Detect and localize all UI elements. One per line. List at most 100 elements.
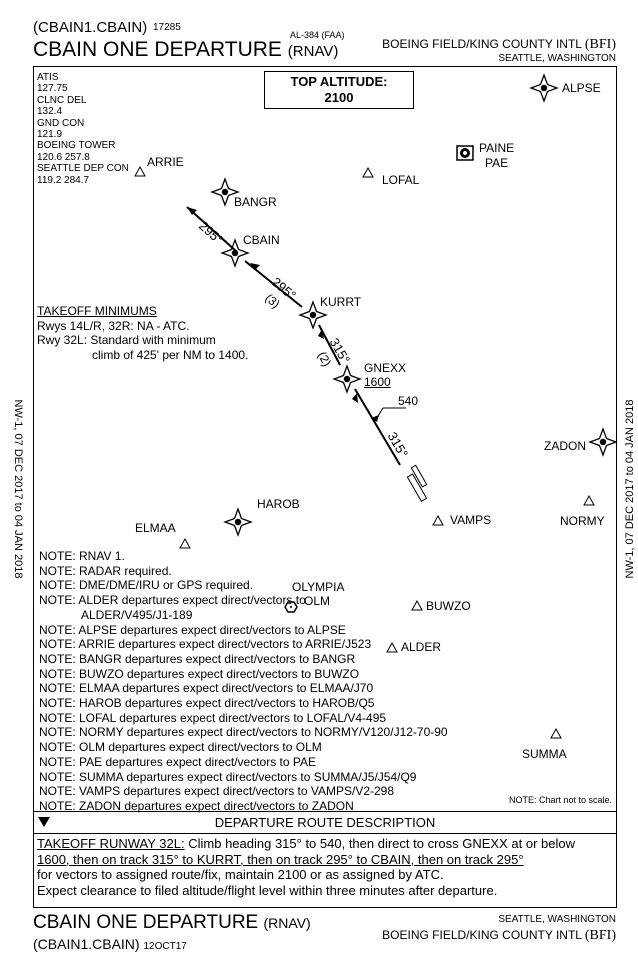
runway-label: TAKEOFF RUNWAY 32L:	[37, 836, 185, 851]
airport-name: BOEING FIELD/KING COUNTY INTL (BFI)	[382, 37, 616, 53]
fix-label-kurrt: KURRT	[320, 295, 362, 309]
note-line: NOTE: HAROB departures expect direct/vec…	[39, 696, 375, 711]
paine-name: PAINE	[479, 141, 515, 155]
fix-label-cbain: CBAIN	[243, 233, 280, 247]
freq-line: 120.6 257.8	[37, 151, 90, 163]
description-line: for vectors to assigned route/fix, maint…	[37, 867, 444, 882]
paine-vortac-icon	[456, 145, 474, 161]
elmaa-triangle-icon	[179, 538, 191, 549]
footer-code: (CBAIN1.CBAIN) 12OCT17	[33, 936, 187, 952]
fix-label-vamps: VAMPS	[450, 513, 492, 527]
route-description: DEPARTURE ROUTE DESCRIPTION TAKEOFF RUNW…	[33, 811, 617, 908]
fix-label-gnexx: GNEXX 1600	[364, 361, 406, 389]
paine-id: PAE	[485, 156, 509, 170]
leg-arrow-2	[250, 263, 260, 270]
runway-32l	[406, 464, 428, 502]
footer-code-text: (CBAIN1.CBAIN)	[33, 936, 140, 952]
fix-label-alder: ALDER	[401, 640, 442, 654]
altitude-540-marker	[371, 407, 406, 422]
description-text: Climb heading 315° to 540, then direct t…	[188, 836, 575, 851]
note-line: NOTE: RNAV 1.	[39, 549, 125, 563]
frequency-list: ATIS 127.75 CLNC DEL 132.4 GND CON 121.9…	[37, 72, 129, 186]
freq-line: GND CON	[37, 117, 85, 129]
note-line: NOTE: VAMPS departures expect direct/vec…	[39, 784, 395, 799]
airport-code: (BFI)	[584, 37, 616, 52]
fix-label-olympia: OLYMPIA OLM	[292, 580, 344, 608]
takeoff-minimums-title: TAKEOFF MINIMUMS	[37, 304, 157, 318]
note-line: ALDER/V495/J1-189	[81, 607, 193, 622]
title-text: CBAIN ONE DEPARTURE	[33, 38, 282, 61]
freq-line: BOEING TOWER	[37, 140, 116, 152]
footer-airport-code: (BFI)	[584, 928, 616, 943]
description-line: TAKEOFF RUNWAY 32L: Climb heading 315° t…	[37, 836, 575, 852]
note-line: NOTE: ARRIE departures expect direct/vec…	[39, 637, 372, 652]
gnexx-name: GNEXX	[364, 361, 407, 375]
note-line: NOTE: OLM departures expect direct/vecto…	[39, 740, 322, 755]
airport-city: SEATTLE, WASHINGTON	[498, 53, 616, 64]
footer-title-rnav: (RNAV)	[263, 915, 311, 931]
note-line: NOTE: PAE departures expect direct/vecto…	[39, 754, 317, 769]
fix-label-arrie: ARRIE	[147, 155, 184, 169]
arrie-triangle-icon	[134, 166, 146, 177]
note-line: NOTE: DME/DME/IRU or GPS required.	[39, 578, 254, 593]
vamps-triangle-icon	[432, 515, 444, 526]
route-leg-4	[354, 388, 401, 466]
note-line: NOTE: NORMY departures expect direct/vec…	[39, 725, 448, 740]
fix-label-buwzo: BUWZO	[426, 599, 471, 613]
airport-text: BOEING FIELD/KING COUNTY INTL	[382, 37, 582, 51]
footer-airport-text: BOEING FIELD/KING COUNTY INTL	[382, 928, 582, 942]
not-to-scale-note: NOTE: Chart not to scale.	[508, 795, 612, 805]
plan-view: TOP ALTITUDE: 2100 ATIS 127.75 CLNC DEL …	[33, 66, 617, 814]
note-line: NOTE: ALDER departures expect direct/vec…	[39, 593, 306, 608]
takeoff-minimums: TAKEOFF MINIMUMS Rwys 14L/R, 32R: NA - A…	[37, 304, 248, 362]
leg-3-distance: (2)	[315, 349, 334, 369]
summa-triangle-icon	[550, 728, 562, 739]
footer-city: SEATTLE, WASHINGTON	[498, 914, 616, 925]
footer-date: 12OCT17	[143, 941, 187, 952]
page-title: CBAIN ONE DEPARTURE (RNAV)	[33, 38, 338, 62]
freq-line: 121.9	[37, 129, 63, 141]
waypoint-harob-icon	[224, 508, 252, 536]
description-line: Expect clearance to filed altitude/fligh…	[37, 882, 498, 898]
note-line: NOTE: ZADON departures expect direct/vec…	[39, 798, 354, 813]
waypoint-gnexx-icon	[333, 365, 361, 393]
fix-label-normy: NORMY	[560, 514, 605, 528]
takeoff-minimums-line: Rwy 32L: Standard with minimum	[37, 333, 216, 347]
fix-label-paine: PAINE PAE	[479, 141, 514, 171]
top-altitude-box: TOP ALTITUDE: 2100	[264, 71, 414, 109]
leg-1-course: 295°	[196, 218, 226, 247]
freq-line: 127.75	[37, 83, 68, 95]
fix-label-elmaa: ELMAA	[135, 521, 176, 535]
waypoint-alpse-icon	[530, 74, 558, 102]
normy-triangle-icon	[583, 495, 595, 506]
olympia-id: OLM	[304, 594, 331, 608]
lofal-triangle-icon	[362, 167, 374, 178]
freq-line: 119.2 284.7	[37, 174, 90, 186]
note-line: NOTE: LOFAL departures expect direct/vec…	[39, 710, 387, 725]
olympia-name: OLYMPIA	[292, 580, 345, 594]
waypoint-zadon-icon	[589, 428, 617, 456]
top-altitude-value: 2100	[324, 90, 354, 105]
olympia-vor-icon	[284, 601, 298, 613]
faa-volume: AL-384 (FAA)	[290, 30, 345, 40]
fix-label-lofal: LOFAL	[382, 173, 420, 187]
route-map: 295° 295° (3) 315° (2) 315° 540	[134, 74, 617, 739]
note-line: NOTE: BANGR departures expect direct/vec…	[39, 651, 356, 666]
note-line: NOTE: BUWZO departures expect direct/vec…	[39, 666, 360, 681]
note-line: NOTE: SUMMA departures expect direct/vec…	[39, 769, 417, 784]
footer-title: CBAIN ONE DEPARTURE (RNAV)	[33, 912, 311, 934]
route-leg-1	[186, 206, 237, 252]
footer-title-text: CBAIN ONE DEPARTURE	[33, 912, 259, 933]
freq-line: CLNC DEL	[37, 94, 87, 106]
notes-list: NOTE: RNAV 1. NOTE: RADAR required. NOTE…	[39, 549, 448, 814]
gnexx-altitude: 1600	[364, 375, 391, 389]
fix-label-harob: HAROB	[257, 497, 300, 511]
note-line: NOTE: ELMAA departures expect direct/vec…	[39, 681, 374, 696]
procedure-code: (CBAIN1.CBAIN)	[33, 19, 148, 36]
north-triangle-icon	[38, 817, 50, 827]
fix-label-bangr: BANGR	[234, 195, 277, 209]
description-line: 1600, then on track 315° to KURRT, then …	[37, 851, 524, 867]
side-text-left: NW-1, 07 DEC 2017 to 04 JAN 2018	[12, 399, 24, 579]
altitude-540-label: 540	[398, 394, 418, 408]
fix-label-summa: SUMMA	[522, 747, 567, 761]
